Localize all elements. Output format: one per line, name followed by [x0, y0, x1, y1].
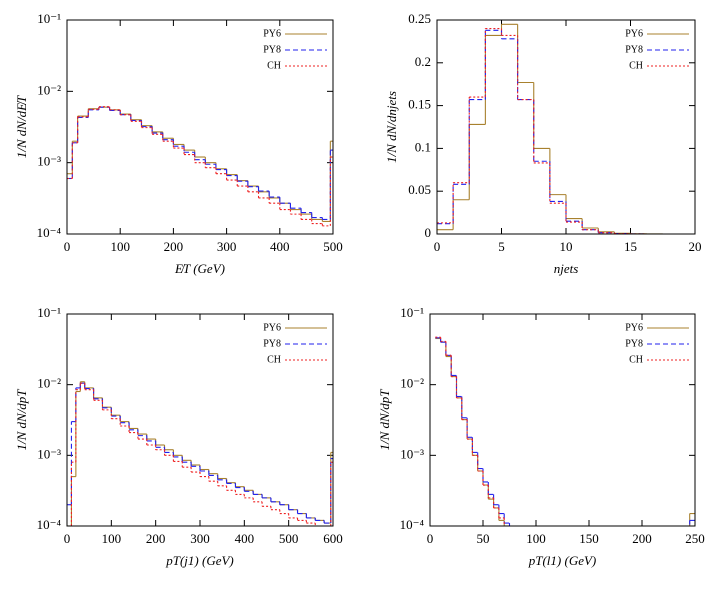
y-tick-label: 0.15 [408, 97, 431, 112]
x-tick-label: 0 [64, 239, 71, 254]
y-tick-label: 10⁻¹ [400, 305, 424, 320]
legend-label: CH [629, 60, 643, 71]
plot-area [437, 23, 695, 234]
legend-label: PY8 [263, 44, 281, 55]
x-tick-label: 500 [279, 531, 299, 546]
x-tick-label: 0 [434, 239, 441, 254]
x-tick-label: 600 [323, 531, 343, 546]
y-tick-label: 10⁻² [400, 376, 424, 391]
plot-frame [66, 313, 334, 527]
plot-frame [66, 19, 334, 235]
panel: 0 100 200 300 400 500 600 10⁻⁴ 10⁻³ 10⁻² 10⁻¹ pT(j1… [14, 305, 343, 568]
y-tick-label: 10⁻³ [37, 446, 61, 461]
x-tick-label: 300 [190, 531, 210, 546]
x-tick-label: 500 [323, 239, 343, 254]
x-tick-label: 100 [102, 531, 122, 546]
x-tick-label: 0 [64, 531, 71, 546]
plot-frame [429, 313, 696, 527]
y-axis-label: 1/N dN/dpT [14, 389, 29, 451]
legend-label: CH [267, 60, 281, 71]
plot-frame [436, 19, 696, 235]
x-axis-label: pT(j1) (GeV) [165, 553, 234, 568]
y-tick-label: 10⁻² [37, 376, 61, 391]
y-tick-label: 10⁻⁴ [400, 517, 425, 532]
y-tick-label: 0.1 [415, 139, 431, 154]
legend-label: PY8 [625, 338, 643, 349]
x-tick-label: 400 [235, 531, 255, 546]
x-axis-label: E̸T (GeV) [174, 261, 225, 276]
legend-label: PY6 [625, 322, 643, 333]
y-tick-label: 10⁻¹ [37, 11, 61, 26]
x-tick-label: 100 [526, 531, 546, 546]
x-tick-label: 200 [164, 239, 184, 254]
panel: 0 5 10 15 20 0 0.05 0.1 0.15 0.2 0.25 njets 1/N dN/d… [384, 11, 702, 276]
y-tick-label: 0 [425, 225, 432, 240]
y-tick-label: 10⁻⁴ [37, 225, 62, 240]
y-axis-label: 1/N dN/dpT [377, 389, 392, 451]
x-tick-label: 200 [146, 531, 166, 546]
legend-label: CH [629, 354, 643, 365]
y-tick-label: 10⁻⁴ [37, 517, 62, 532]
legend-label: PY6 [625, 28, 643, 39]
legend-label: PY6 [263, 28, 281, 39]
x-tick-label: 300 [217, 239, 237, 254]
x-tick-label: 0 [427, 531, 434, 546]
x-tick-label: 10 [560, 239, 573, 254]
plot-area [67, 381, 333, 526]
y-tick-label: 0.2 [415, 54, 431, 69]
x-tick-label: 50 [477, 531, 490, 546]
x-axis-label: pT(l1) (GeV) [528, 553, 597, 568]
x-tick-label: 250 [685, 531, 705, 546]
y-tick-label: 10⁻³ [37, 154, 61, 169]
legend-label: PY8 [625, 44, 643, 55]
legend-label: PY8 [263, 338, 281, 349]
panel: 0 100 200 300 400 500 10⁻⁴ 10⁻³ 10⁻² 10⁻¹ E̸T (GeV… [14, 11, 343, 276]
x-axis-label: njets [554, 261, 579, 276]
plot-area [435, 336, 695, 526]
y-axis-label: 1/N dN/dE̸T [14, 95, 29, 158]
y-tick-label: 10⁻¹ [37, 305, 61, 320]
y-tick-label: 10⁻² [37, 82, 61, 97]
y-tick-label: 0.05 [408, 182, 431, 197]
x-tick-label: 400 [270, 239, 290, 254]
x-tick-label: 15 [624, 239, 637, 254]
y-tick-label: 0.25 [408, 11, 431, 26]
x-tick-label: 5 [498, 239, 505, 254]
y-tick-label: 10⁻³ [400, 446, 424, 461]
panel: 0 50 100 150 200 250 10⁻⁴ 10⁻³ 10⁻² 10⁻¹ pT(l1) (G… [377, 305, 705, 568]
legend-label: PY6 [263, 322, 281, 333]
x-tick-label: 100 [110, 239, 130, 254]
x-tick-label: 20 [689, 239, 702, 254]
plot-area [67, 106, 333, 227]
x-tick-label: 150 [579, 531, 599, 546]
legend-label: CH [267, 354, 281, 365]
y-axis-label: 1/N dN/dnjets [384, 91, 399, 163]
x-tick-label: 200 [632, 531, 652, 546]
